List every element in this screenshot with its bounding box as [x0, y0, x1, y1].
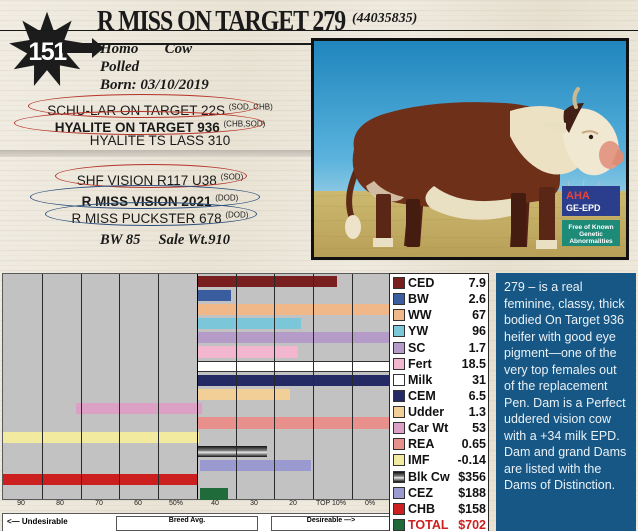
svg-text:Abnormalities: Abnormalities [569, 238, 613, 245]
svg-text:Free of Known: Free of Known [568, 224, 613, 231]
svg-text:Genetic: Genetic [579, 231, 603, 238]
svg-text:AHA: AHA [566, 190, 590, 202]
svg-text:GE-EPD: GE-EPD [566, 203, 601, 213]
